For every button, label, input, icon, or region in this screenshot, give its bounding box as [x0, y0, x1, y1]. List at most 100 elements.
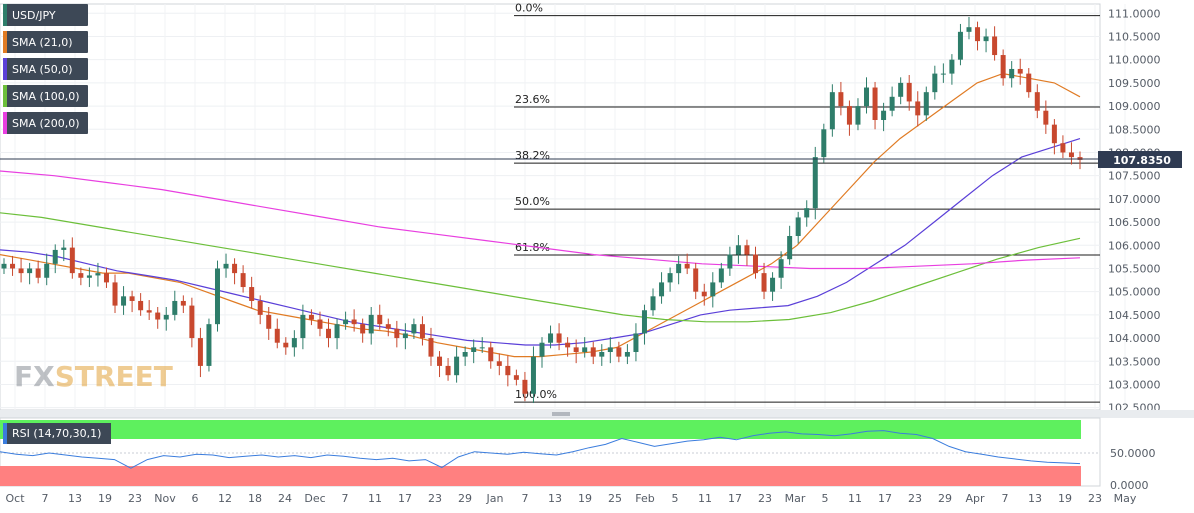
legend-swatch	[3, 58, 7, 80]
y-tick-label: 110.0000	[1108, 54, 1161, 67]
candle-body	[889, 96, 895, 111]
candle-body	[693, 268, 699, 292]
x-tick-label: May	[1114, 492, 1137, 505]
candle-body	[522, 379, 528, 394]
candle-body	[334, 324, 340, 339]
candle-body	[283, 342, 289, 348]
pane-splitter[interactable]	[0, 410, 1194, 418]
x-tick-label: 23	[1088, 492, 1102, 505]
y-tick-label: 111.0000	[1108, 7, 1161, 20]
y-tick-label: 107.5000	[1108, 170, 1161, 183]
candle-body	[864, 87, 870, 107]
candle-body	[548, 333, 554, 343]
legend-item-sma100[interactable]: SMA (100,0)	[3, 85, 88, 107]
candle-body	[582, 347, 588, 352]
candle-body	[966, 27, 972, 32]
x-tick-label: 7	[1002, 492, 1009, 505]
candle-body	[735, 245, 741, 255]
candle-body	[718, 268, 724, 283]
legend-label: SMA (100,0)	[12, 89, 80, 103]
fib-level-label: 100.0%	[515, 388, 557, 401]
legend-swatch	[3, 112, 7, 134]
x-tick-label: 11	[848, 492, 862, 505]
candle-body	[496, 361, 502, 366]
legend-item-sma50[interactable]: SMA (50,0)	[3, 58, 88, 80]
x-tick-label: 19	[578, 492, 592, 505]
candle-body	[872, 87, 878, 120]
candle-body	[437, 356, 443, 366]
candle-body	[52, 249, 58, 264]
candle-body	[1000, 55, 1006, 79]
y-tick-label: 109.0000	[1108, 100, 1161, 113]
candle-body	[1051, 124, 1057, 144]
x-tick-label: Dec	[304, 492, 325, 505]
candle-body	[556, 333, 562, 343]
x-tick-label: 11	[368, 492, 382, 505]
candle-body	[385, 324, 391, 329]
candle-body	[607, 347, 613, 352]
candle-body	[1026, 73, 1032, 93]
y-tick-label: 106.5000	[1108, 216, 1161, 229]
candle-body	[565, 342, 571, 348]
candle-body	[240, 273, 246, 288]
candle-body	[505, 365, 511, 376]
sma-line	[0, 170, 1081, 270]
legend: USD/JPY SMA (21,0) SMA (50,0) SMA (100,0…	[3, 4, 88, 139]
fxstreet-watermark-logo: FXSTREET	[14, 360, 173, 393]
candle-body	[138, 300, 144, 311]
rsi-oversold-zone	[0, 466, 1081, 486]
candle-body	[744, 245, 750, 255]
candle-body	[829, 92, 835, 130]
candle-body	[975, 27, 981, 42]
candle-body	[846, 106, 852, 125]
candle-body	[223, 263, 229, 269]
candle-body	[61, 247, 67, 250]
candle-body	[1017, 68, 1023, 74]
candle-body	[479, 347, 485, 349]
legend-item-sma21[interactable]: SMA (21,0)	[3, 31, 88, 53]
legend-swatch	[3, 31, 7, 53]
candle-body	[1, 263, 7, 269]
x-tick-label: Feb	[635, 492, 654, 505]
candle-body	[155, 312, 161, 320]
candle-body	[308, 314, 314, 320]
candles	[1, 16, 1083, 404]
fibonacci-levels: 0.0% 23.6% 38.2% 50.0% 61.8% 100.0%	[514, 2, 1100, 403]
legend-item-usdjpy[interactable]: USD/JPY	[3, 4, 88, 26]
x-tick-label: 17	[728, 492, 742, 505]
candle-body	[821, 129, 827, 158]
candle-body	[1060, 143, 1066, 153]
candle-body	[326, 328, 332, 339]
sma-line	[0, 212, 1081, 323]
candle-body	[488, 347, 494, 362]
candle-body	[343, 319, 349, 325]
candle-body	[471, 347, 477, 352]
candle-body	[1034, 92, 1040, 111]
candle-body	[513, 375, 519, 380]
candle-body	[770, 277, 776, 292]
rsi-tick-0: 0.0000	[1110, 479, 1149, 492]
rsi-line	[0, 430, 1081, 469]
candle-body	[1068, 152, 1074, 158]
legend-label: SMA (200,0)	[12, 116, 80, 130]
legend-label: SMA (21,0)	[12, 35, 73, 49]
x-tick-label: 13	[1028, 492, 1042, 505]
y-tick-label: 103.0000	[1108, 378, 1161, 391]
candle-body	[317, 319, 323, 329]
y-tick-label: 105.5000	[1108, 262, 1161, 275]
fib-level-label: 38.2%	[515, 149, 550, 162]
candle-body	[727, 254, 733, 269]
legend-swatch	[3, 423, 7, 444]
y-tick-label: 105.0000	[1108, 286, 1161, 299]
legend-item-sma200[interactable]: SMA (200,0)	[3, 112, 88, 134]
x-tick-label: 19	[98, 492, 112, 505]
candle-body	[146, 310, 152, 313]
candle-body	[659, 282, 665, 297]
rsi-legend-item[interactable]: RSI (14,70,30,1)	[3, 423, 112, 444]
candle-body	[377, 314, 383, 325]
candle-body	[710, 282, 716, 297]
x-tick-label: Mar	[785, 492, 806, 505]
candle-body	[667, 273, 673, 283]
y-tick-label: 106.0000	[1108, 239, 1161, 252]
candle-body	[18, 268, 24, 274]
